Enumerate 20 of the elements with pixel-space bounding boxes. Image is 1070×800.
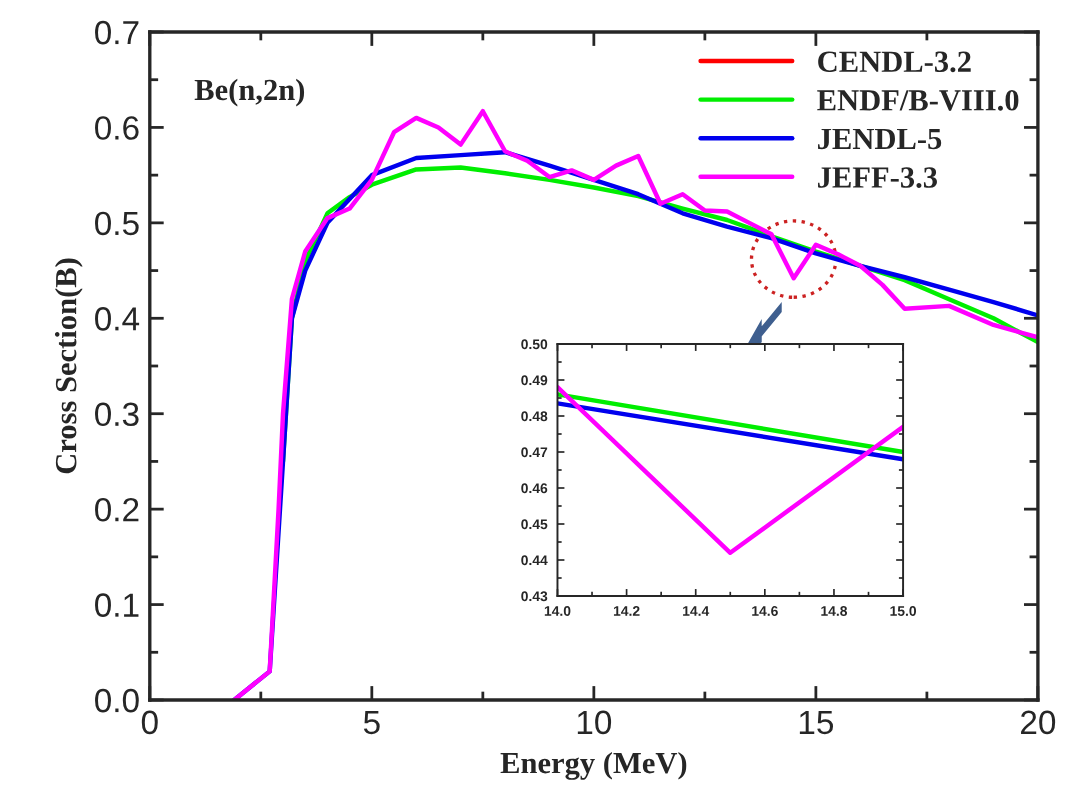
legend-label: ENDF/B-VIII.0 (817, 89, 1019, 111)
x-tick-label: 5 (363, 710, 380, 735)
y-tick-label: 0.3 (95, 402, 139, 427)
y-tick-label: 0.4 (95, 307, 140, 331)
x-axis-title: Energy (MeV) (500, 751, 687, 780)
x-tick-label: 20 (1021, 710, 1056, 735)
x-tick-label: 15 (799, 710, 834, 735)
y-axis-title: Cross Section(B) (54, 258, 83, 474)
x-tick-label: 10 (577, 710, 612, 735)
y-tick-label: 0.1 (95, 593, 139, 617)
legend-label: JENDL-5 (818, 128, 942, 150)
y-tick-label: 0.2 (95, 497, 139, 522)
y-tick-label: 0.7 (95, 20, 139, 45)
y-tick-label: 0.5 (95, 211, 139, 236)
y-tick-label: 0.0 (95, 688, 139, 713)
y-tick-label: 0.6 (95, 116, 139, 140)
annotation: Be(n,2n) (194, 78, 305, 107)
legend-label: CENDL-3.2 (818, 51, 971, 73)
legend-label: JEFF-3.3 (818, 167, 937, 188)
x-tick-label: 0 (141, 710, 158, 735)
